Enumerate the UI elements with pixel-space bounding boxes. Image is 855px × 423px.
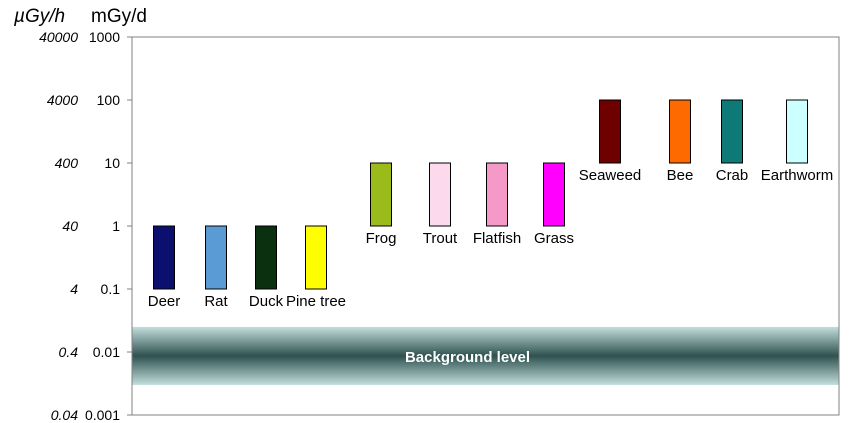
- bar-label: Crab: [716, 167, 749, 184]
- background-band-label: Background level: [405, 349, 530, 366]
- bar-label: Flatfish: [473, 230, 521, 247]
- bar-rat: [205, 225, 227, 290]
- bar-grass: [543, 162, 565, 227]
- tick-label-mgyd: 0.1: [101, 281, 121, 297]
- bar-label: Trout: [423, 230, 458, 247]
- bar-seaweed: [599, 99, 621, 164]
- bar-label: Deer: [148, 293, 181, 310]
- tick-label-ugyh: 4000: [47, 92, 78, 108]
- tick-label-mgyd: 10: [104, 155, 120, 171]
- tick-label-mgyd: 1000: [89, 29, 120, 45]
- tick-label-ugyh: 4: [70, 281, 78, 297]
- tick-label-mgyd: 0.001: [85, 407, 120, 423]
- tick-label-mgyd: 0.01: [93, 344, 120, 360]
- bar-trout: [429, 162, 451, 227]
- bar-deer: [153, 225, 175, 290]
- bar-flatfish: [486, 162, 508, 227]
- tick-label-ugyh: 0.4: [59, 344, 79, 360]
- bars: Deer Rat Duck Pine tree Frog Trout Flatfish Gra…: [148, 99, 834, 310]
- bar-frog: [370, 162, 392, 227]
- bar-label: Pine tree: [286, 293, 346, 310]
- tick-label-ugyh: 0.04: [51, 407, 78, 423]
- bar-label: Bee: [667, 167, 694, 184]
- tick-label-mgyd: 100: [97, 92, 121, 108]
- bar-pine-tree: [305, 225, 327, 290]
- right-axis-unit: mGy/d: [91, 6, 147, 27]
- background-band: [132, 326, 839, 385]
- bar-label: Frog: [366, 230, 397, 247]
- tick-label-mgyd: 1: [112, 218, 120, 234]
- background-band-layer: Background level: [132, 326, 839, 385]
- bar-label: Seaweed: [579, 167, 642, 184]
- bar-label: Grass: [534, 230, 574, 247]
- left-axis-unit: µGy/h: [13, 6, 65, 27]
- bar-bee: [669, 99, 691, 164]
- tick-label-ugyh: 40: [62, 218, 78, 234]
- bar-crab: [721, 99, 743, 164]
- tick-label-ugyh: 400: [55, 155, 79, 171]
- bar-label: Earthworm: [761, 167, 834, 184]
- axis-ticks: 1000 40000 100 4000 10 400 1 40 0.1 4 0.01 0.4 0.001…: [39, 29, 132, 423]
- bar-label: Rat: [204, 293, 228, 310]
- bar-earthworm: [786, 99, 808, 164]
- tick-label-ugyh: 40000: [39, 29, 78, 45]
- bar-duck: [255, 225, 277, 290]
- bar-label: Duck: [249, 293, 284, 310]
